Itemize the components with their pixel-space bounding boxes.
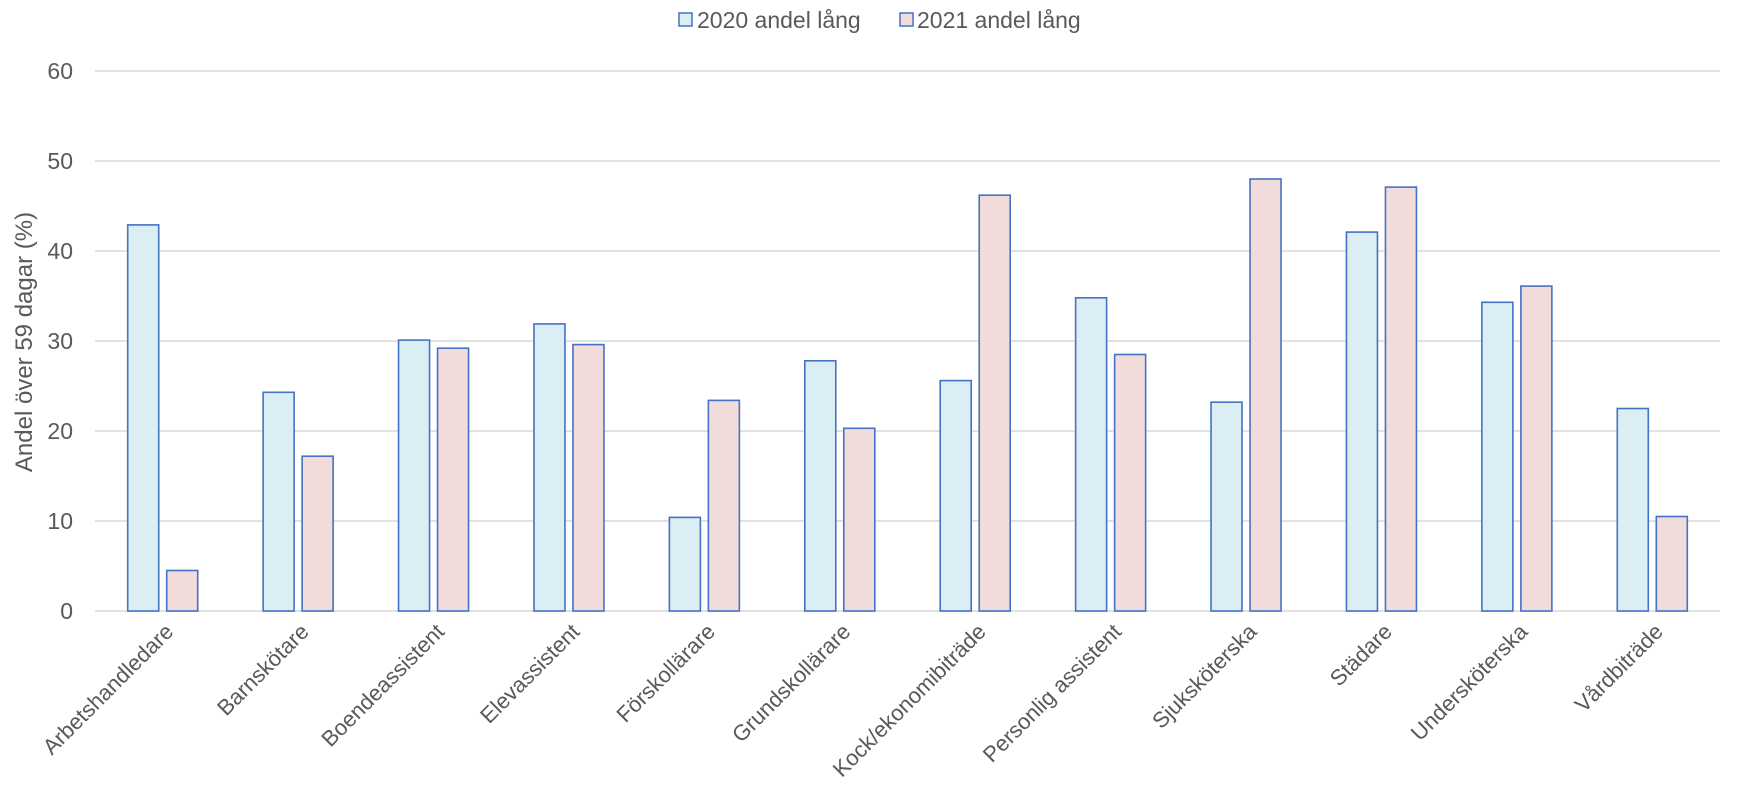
x-tick-label: Elevassistent [475,619,584,728]
y-tick-label: 20 [47,418,73,444]
y-tick-label: 30 [47,328,73,354]
bar-2021 [1655,515,1689,612]
legend: 2020 andel lång 2021 andel lång [678,7,1081,33]
bar-2021 [436,347,470,612]
y-axis-ticks: 0 10 20 30 40 50 60 [47,58,73,624]
x-axis-ticks: Arbetshandledare Barnskötare Boendeassiste… [38,618,1668,781]
y-tick-label: 50 [47,148,73,174]
legend-swatch [678,12,693,27]
bar-2021 [1113,353,1147,612]
x-tick-label: Förskollärare [611,619,719,727]
x-tick-label: Undersköterska [1406,618,1533,745]
bar-2020 [939,379,973,612]
bar-2020 [803,359,837,612]
bar-2020 [126,224,160,612]
legend-label: 2020 andel lång [697,7,861,33]
bar-2020 [1481,301,1514,612]
y-axis-label: Andel över 59 dagar (%) [11,212,38,472]
bar-2020 [262,391,295,612]
bar-2021 [1384,186,1418,612]
bar-2021 [707,399,741,612]
x-tick-label: Städare [1325,619,1397,691]
bar-2021 [978,194,1012,612]
bar-2021 [1249,178,1282,612]
x-tick-label: Kock/ekonomibiträde [828,619,991,782]
x-tick-label: Grundskollärare [727,619,855,747]
bar-2020 [668,516,702,612]
y-tick-label: 40 [47,238,73,264]
bar-2021 [842,427,876,612]
bar-2020 [1345,231,1379,612]
bar-2020 [1616,407,1650,612]
legend-swatch [899,12,914,27]
bar-2020 [533,323,566,612]
bar-2021 [572,343,605,612]
bar-2021 [165,569,199,612]
x-tick-label: Boendeassistent [316,619,449,752]
x-tick-label: Vårdbiträde [1570,619,1668,717]
bar-2020 [397,339,431,612]
x-tick-label: Barnskötare [212,619,314,721]
bar-2020 [1074,296,1108,612]
y-tick-label: 0 [60,598,73,624]
y-tick-label: 60 [47,58,73,84]
x-tick-label: Arbetshandledare [38,619,178,759]
x-tick-label: Personlig assistent [978,619,1126,767]
bar-2021 [301,455,334,612]
bar-2020 [1210,401,1243,612]
legend-label: 2021 andel lång [917,7,1081,33]
bar-2021 [1520,285,1553,612]
x-tick-label: Sjuksköterska [1147,618,1262,733]
y-tick-label: 10 [47,508,73,534]
gridlines [95,70,1720,612]
bars [126,178,1689,612]
